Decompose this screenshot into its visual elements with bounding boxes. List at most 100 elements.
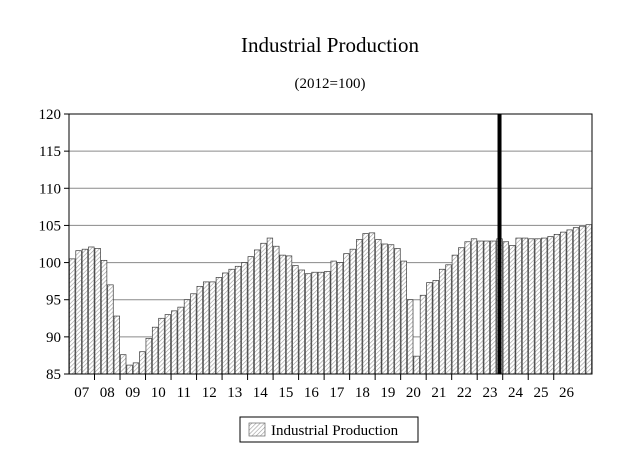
x-tick-label: 08 [100,385,115,401]
bar [483,240,490,375]
bar [445,264,452,375]
bar [151,326,159,375]
bar [113,315,120,375]
bar [279,254,286,375]
bar [579,225,586,375]
y-tick-label: 105 [39,218,62,234]
bar [292,265,299,375]
bar [375,239,382,375]
x-tick-label: 26 [559,385,575,401]
bar [171,310,178,375]
bar [451,254,459,375]
bar [69,258,76,375]
bar [75,250,82,375]
bar [419,294,427,375]
bar [145,337,152,375]
bar [330,260,337,375]
bar [164,314,172,375]
bar [94,248,101,375]
bar [368,232,376,375]
bar [413,355,420,375]
bar [400,260,407,375]
chart-title: Industrial Production [241,33,419,57]
bar [356,239,363,375]
chart-subtitle: (2012=100) [295,76,366,92]
bar [260,242,267,375]
bar [273,245,280,375]
bar [215,277,223,375]
bar [311,271,318,375]
x-tick-label: 20 [406,385,421,401]
x-tick-label: 16 [304,385,320,401]
bar [585,224,592,375]
bar [107,284,114,375]
legend-label: Industrial Production [271,423,399,439]
bar [298,269,305,375]
x-tick-label: 25 [534,385,549,401]
x-tick-label: 23 [483,385,498,401]
y-tick-label: 120 [39,107,62,123]
x-tick-label: 12 [202,385,217,401]
bar [324,271,331,375]
bar [349,248,356,375]
x-tick-label: 18 [355,385,370,401]
bar [560,231,567,375]
bar [317,271,325,375]
x-tick-label: 17 [329,385,345,401]
bar [132,362,140,375]
x-tick-label: 24 [508,385,524,401]
bar [387,244,395,375]
bar [100,259,108,375]
bar [362,233,369,375]
bar [502,241,510,375]
bar [241,262,248,375]
y-axis: 85 90 95 100 105 110 115 120 [39,107,69,383]
bar [139,351,146,375]
bar [458,247,465,375]
bar [509,245,516,375]
x-tick-label: 09 [125,385,140,401]
bar [566,229,573,375]
x-tick-label: 07 [74,385,90,401]
bar [228,268,235,375]
bar [572,227,580,375]
x-tick-label: 15 [278,385,293,401]
bar [247,256,254,375]
y-tick-label: 90 [46,330,61,346]
legend: Industrial Production [239,416,419,443]
bar [477,240,484,375]
bar [426,282,433,375]
bar [81,248,89,375]
bar [234,265,242,375]
x-tick-label: 22 [457,385,472,401]
bar [336,262,344,375]
bar [394,248,401,375]
bar [305,273,312,375]
bar [541,237,548,375]
bar [470,238,478,375]
x-tick-label: 14 [253,385,269,401]
bar [266,237,274,375]
bar [407,299,414,375]
bar [222,272,229,375]
y-tick-label: 115 [39,144,61,160]
bar [254,249,261,375]
bar [528,238,535,375]
x-tick-label: 21 [431,385,446,401]
bar [202,281,210,375]
bar [177,306,184,375]
bar [381,243,388,375]
bar [120,354,127,375]
legend-swatch [248,422,266,437]
bar [183,299,191,375]
bar [490,240,497,375]
bar [126,364,133,375]
bar [547,236,554,375]
bar [438,268,446,375]
x-tick-label: 19 [380,385,395,401]
bar [209,281,216,375]
x-axis: 07 08 09 10 11 12 13 14 15 16 17 18 19 20 21 22 23 24 25 26 [74,374,575,401]
bar [521,237,529,375]
bar [285,255,293,375]
